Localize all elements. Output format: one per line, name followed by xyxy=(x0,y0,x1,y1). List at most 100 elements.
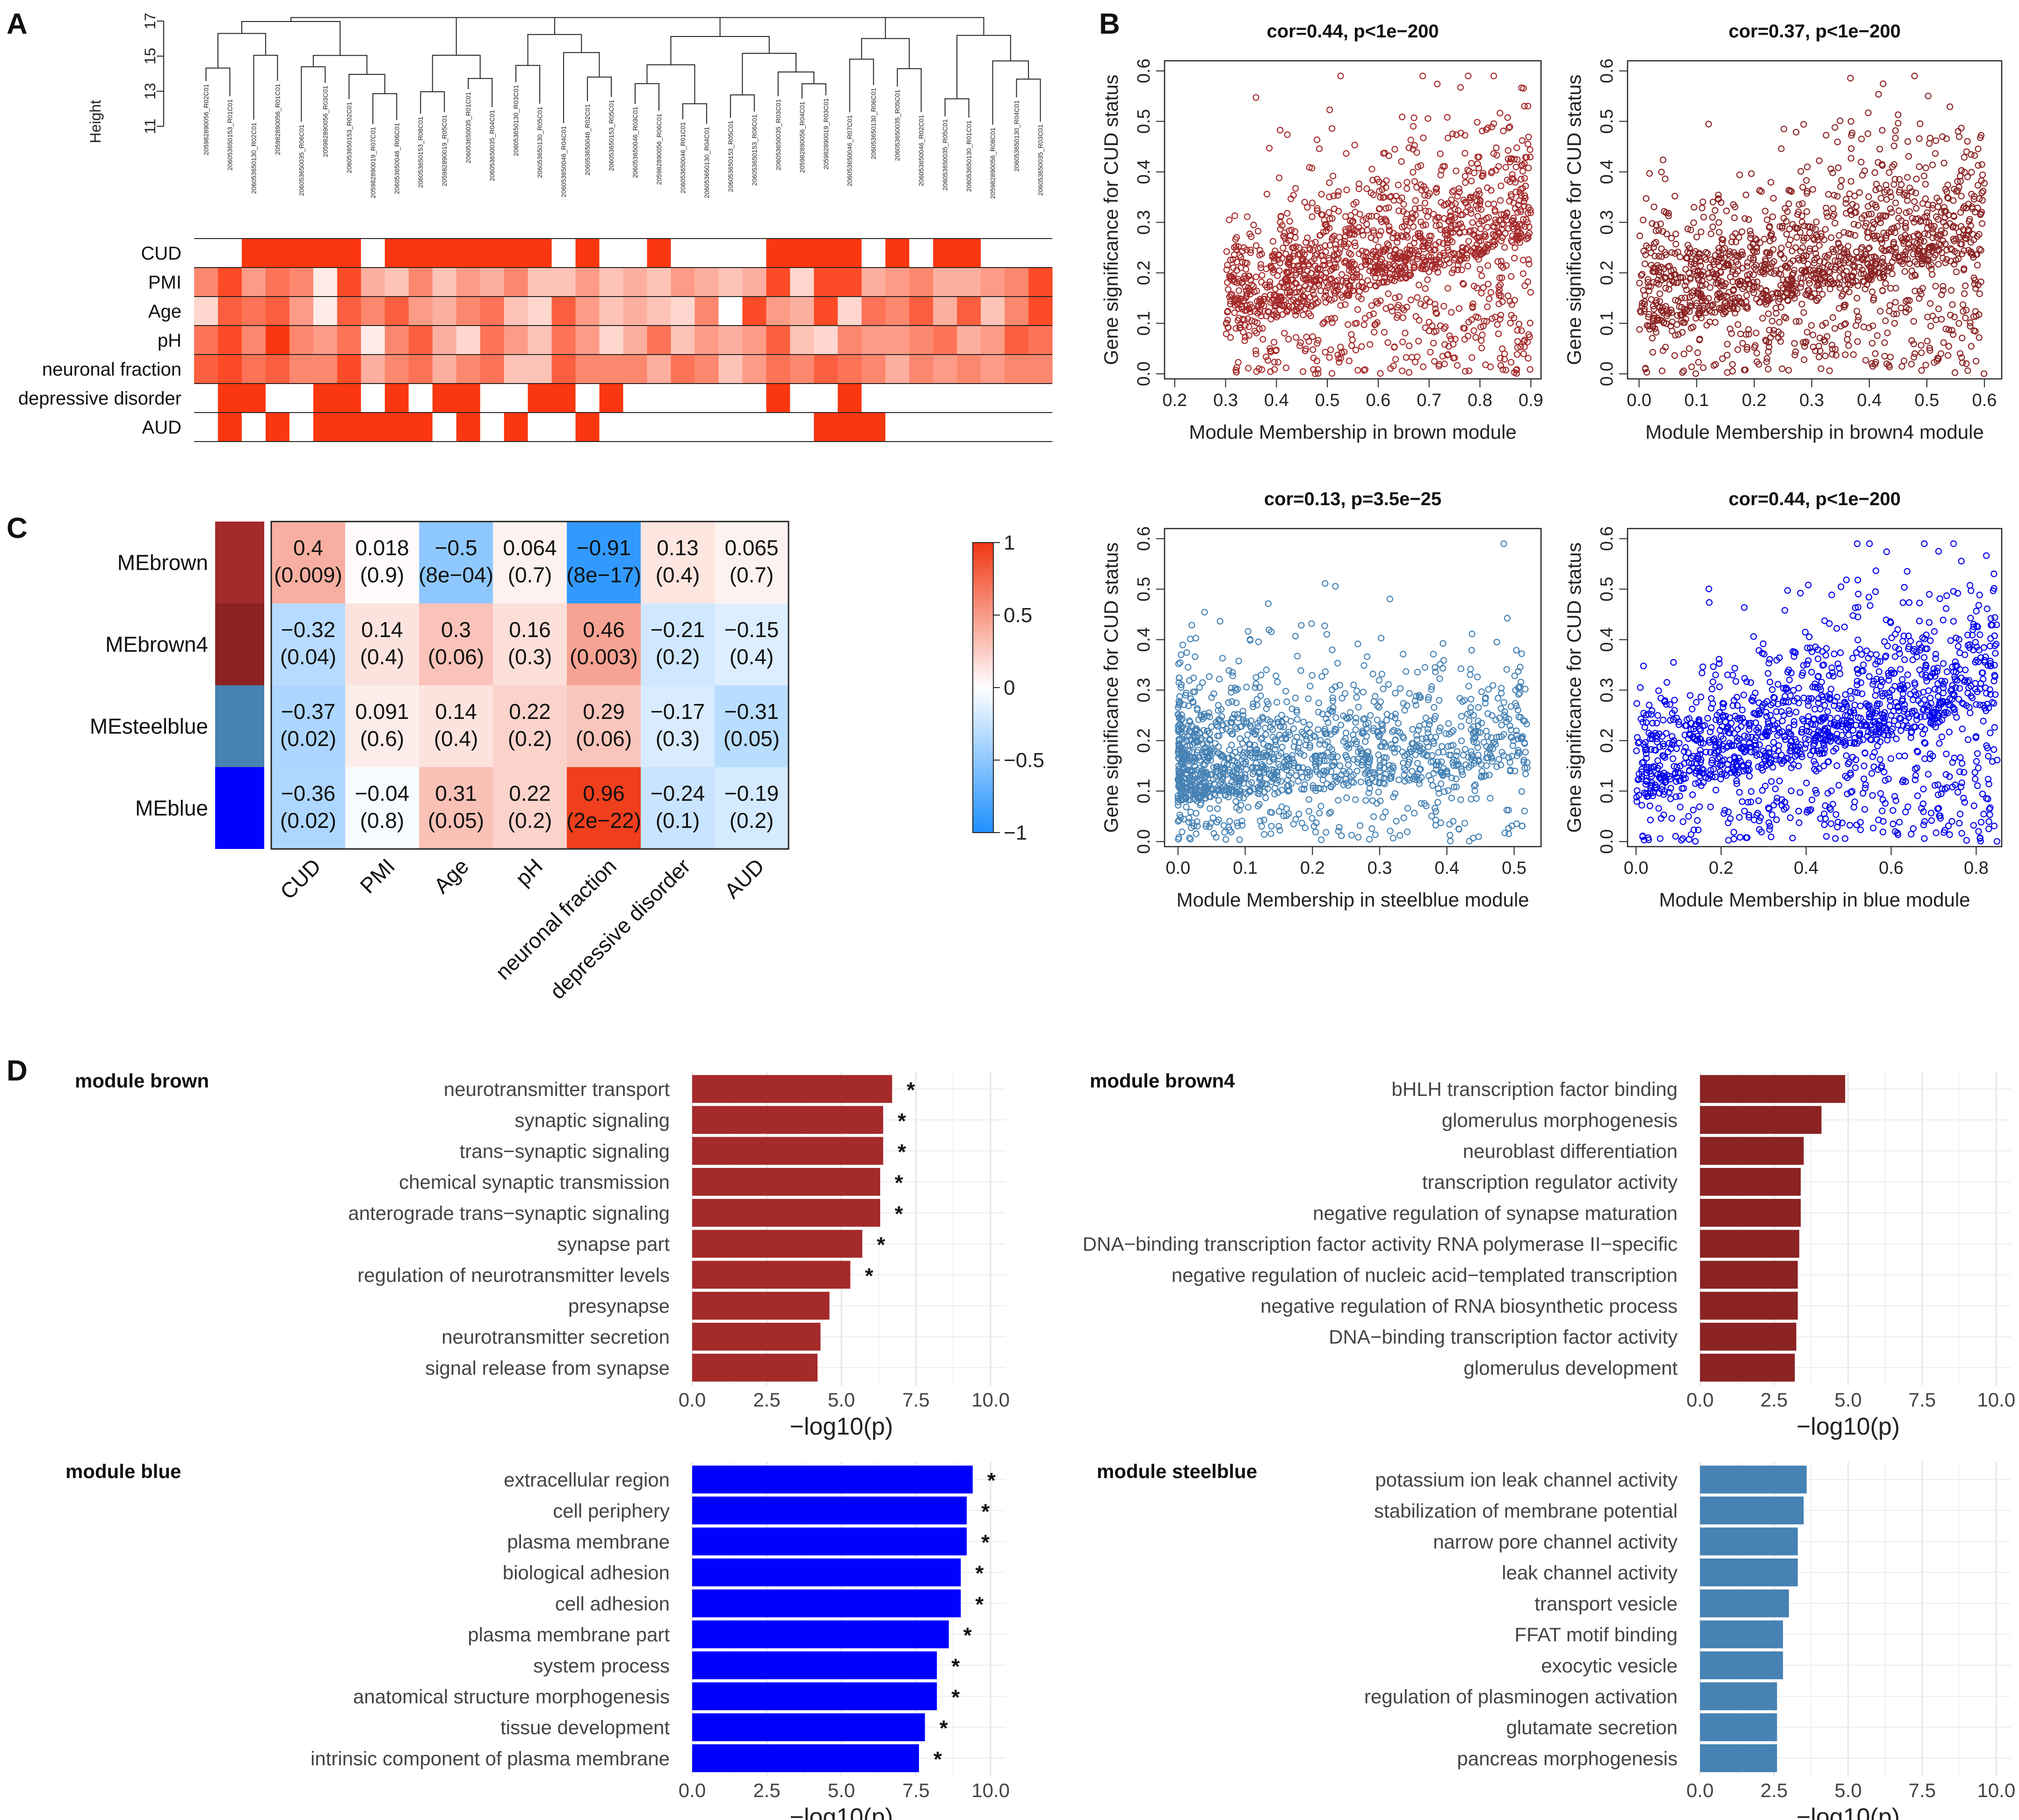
scatter-point xyxy=(1398,158,1405,165)
scatter-point xyxy=(1826,285,1834,293)
scatter-point xyxy=(1906,297,1913,304)
scatter-point xyxy=(1456,229,1463,236)
scatter-point xyxy=(1276,283,1283,290)
trait-cell xyxy=(981,355,1005,384)
trait-cell xyxy=(1028,384,1053,413)
scatter-point xyxy=(1858,136,1865,143)
trait-cell xyxy=(766,413,790,442)
scatter-point xyxy=(1940,160,1947,167)
trait-cell xyxy=(1005,384,1029,413)
scatter-point xyxy=(1499,264,1506,271)
x-tick-label: 0.5 xyxy=(1915,391,1939,410)
scatter-point xyxy=(1721,283,1728,290)
scatter-point xyxy=(1658,253,1665,260)
scatter-point xyxy=(1488,123,1495,131)
scatter-point xyxy=(1871,169,1878,176)
scatter-point xyxy=(1700,214,1707,221)
scatter-point xyxy=(1917,239,1924,246)
scatter-point xyxy=(1215,702,1222,709)
scatter-point xyxy=(1908,188,1915,195)
scatter-point xyxy=(1177,659,1184,666)
scatter-point xyxy=(1794,211,1801,218)
scatter-point xyxy=(1938,291,1945,298)
scatter-point xyxy=(1279,743,1286,751)
scatter-point xyxy=(1874,159,1882,166)
trait-row-label: AUD xyxy=(142,417,181,438)
trait-cell xyxy=(337,297,362,326)
y-tick-label: 0.6 xyxy=(1134,58,1154,83)
scatter-point xyxy=(1404,805,1411,812)
trait-cell xyxy=(599,413,624,442)
scatter-point xyxy=(1468,316,1475,323)
scatter-point xyxy=(1424,276,1431,283)
scatter-point xyxy=(1432,263,1439,270)
scatter-point xyxy=(1396,249,1403,256)
scatter-point xyxy=(1322,242,1329,249)
scatter-point xyxy=(1480,170,1487,177)
scatter-point xyxy=(1332,241,1339,248)
scatter-point xyxy=(1404,227,1411,234)
scatter-point xyxy=(1379,722,1386,729)
scatter-point xyxy=(1406,749,1413,756)
scatter-point xyxy=(1362,721,1369,728)
trait-cell xyxy=(766,239,790,268)
trait-cell xyxy=(814,326,838,355)
scatter-point xyxy=(1404,828,1411,835)
scatter-point xyxy=(1245,364,1252,372)
x-tick-label: 0.2 xyxy=(1162,391,1187,410)
trait-cell xyxy=(217,355,242,384)
scatter-point xyxy=(1469,834,1476,841)
scatter-point xyxy=(1658,308,1665,315)
scatter-point xyxy=(1326,706,1333,713)
scatter-point xyxy=(1453,758,1460,765)
scatter-point xyxy=(1834,138,1841,145)
scatter-point xyxy=(1904,138,1911,145)
scatter-point xyxy=(1800,121,1807,128)
scatter-point xyxy=(1376,757,1383,764)
scatter-point xyxy=(1345,240,1352,247)
scatter-point xyxy=(1945,343,1952,350)
scatter-point xyxy=(1521,160,1528,167)
scatter-point xyxy=(1499,345,1506,352)
scatter-point xyxy=(1454,266,1462,274)
scatter-point xyxy=(1511,314,1518,321)
scatter-point xyxy=(1201,790,1208,797)
scatter-point xyxy=(1484,733,1491,740)
scatter-point xyxy=(1659,304,1666,311)
scatter-point xyxy=(1864,260,1871,267)
scatter-point xyxy=(1922,362,1929,369)
scatter-point xyxy=(1200,761,1207,768)
scatter-point xyxy=(1312,262,1319,269)
scatter-point xyxy=(1525,355,1532,362)
scatter-point xyxy=(1307,246,1314,254)
scatter-point xyxy=(1750,271,1757,278)
scatter-point xyxy=(1406,272,1413,279)
scatter-point xyxy=(1797,284,1804,291)
scatter-point xyxy=(1220,822,1227,829)
x-tick-label: 0.0 xyxy=(1165,858,1190,878)
scatter-point xyxy=(1419,243,1426,250)
scatter-point xyxy=(1262,731,1269,738)
scatter-point xyxy=(1321,294,1328,301)
scatter-point xyxy=(1431,247,1438,254)
x-tick-label: 0.2 xyxy=(1709,858,1734,878)
scatter-point xyxy=(1519,233,1526,240)
scatter-point xyxy=(1831,124,1838,131)
scatter-point xyxy=(1267,830,1274,837)
scatter-point xyxy=(1435,749,1442,756)
scatter-point xyxy=(1469,219,1476,226)
scatter-point xyxy=(1831,325,1838,332)
scatter-point xyxy=(1823,132,1830,139)
scatter-point xyxy=(1273,347,1280,354)
scatter-point xyxy=(1286,289,1293,296)
trait-cell xyxy=(623,268,648,297)
trait-cell xyxy=(265,268,290,297)
scatter-point xyxy=(1258,278,1265,286)
trait-cell xyxy=(647,326,672,355)
scatter-point xyxy=(1942,222,1950,229)
scatter-point xyxy=(1658,245,1665,252)
scatter-point xyxy=(1474,160,1481,167)
scatter-point xyxy=(1263,190,1270,198)
scatter-point xyxy=(1496,714,1503,722)
scatter-point xyxy=(1441,227,1448,234)
